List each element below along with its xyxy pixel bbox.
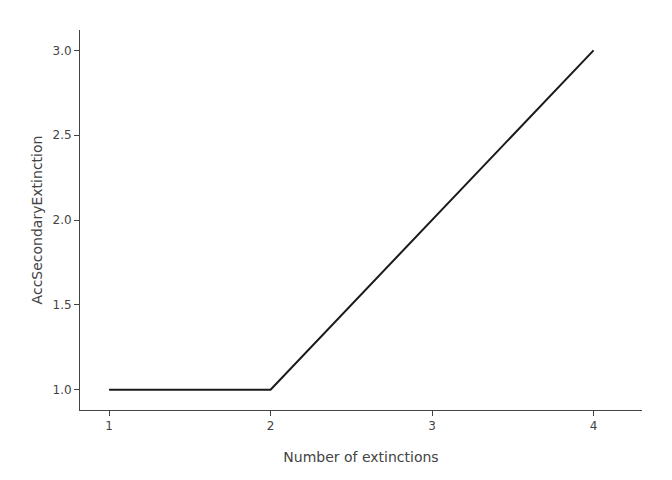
svg-text:4: 4 — [590, 419, 598, 433]
svg-text:1: 1 — [105, 419, 113, 433]
svg-text:AccSecondaryExtinction: AccSecondaryExtinction — [29, 136, 45, 305]
svg-text:Number of extinctions: Number of extinctions — [283, 449, 438, 465]
svg-text:1.5: 1.5 — [53, 298, 72, 312]
svg-text:2: 2 — [267, 419, 275, 433]
svg-text:2.0: 2.0 — [53, 213, 72, 227]
svg-text:2.5: 2.5 — [53, 128, 72, 142]
svg-text:3: 3 — [428, 419, 436, 433]
svg-text:3.0: 3.0 — [53, 44, 72, 58]
svg-text:1.0: 1.0 — [53, 383, 72, 397]
